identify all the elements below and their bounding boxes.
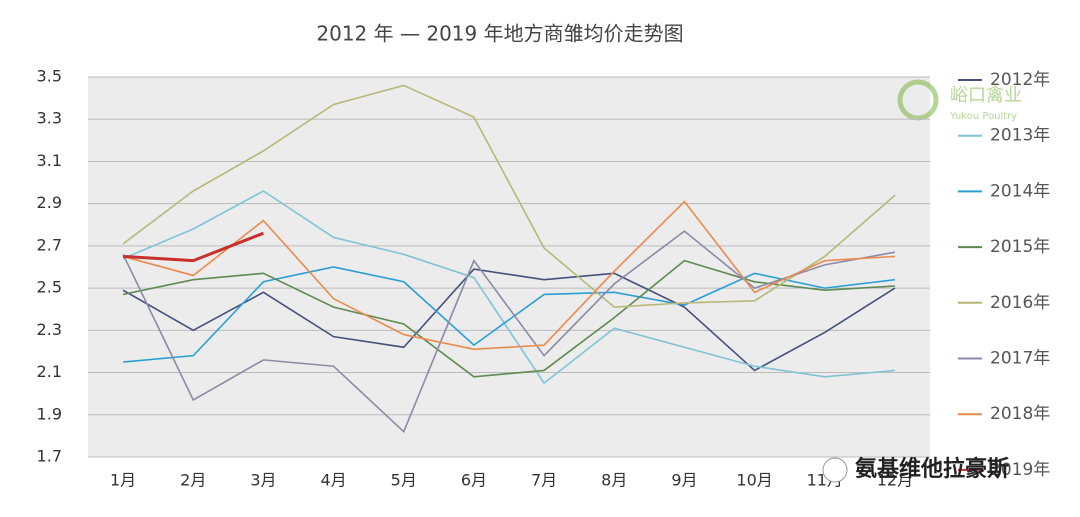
x-tick-label: 9月 [671,471,697,490]
logo-subtitle: Yukou Poultry [949,111,1017,122]
series-line [122,230,896,434]
x-tick-label: 6月 [461,471,487,490]
watermark-icon [822,457,848,483]
series-line [122,200,895,351]
legend-label: 2014年 [990,181,1050,201]
chart-title: 2012 年 — 2019 年地方商雏均价走势图 [316,22,683,46]
logo: 峪口禽业 Yukou Poultry [897,79,1022,122]
legend-label: 2012年 [990,70,1050,90]
y-tick-label: 2.1 [37,362,62,381]
legend-label: 2013年 [990,126,1050,146]
y-tick-label: 1.7 [37,447,62,466]
watermark: 氨基维他拉豪斯 [855,456,1009,482]
y-tick-label: 2.7 [37,235,62,254]
x-tick-label: 2月 [180,471,206,490]
x-tick-label: 12月 [877,471,913,490]
y-tick-label: 2.5 [37,278,62,297]
x-tick-label: 8月 [601,471,627,490]
y-tick-label: 1.9 [37,404,62,423]
legend-label: 2015年 [990,237,1050,257]
legend-label: 2016年 [990,293,1050,313]
legend-label: 2019年 [990,460,1050,480]
series-line [122,84,896,308]
y-tick-label: 3.3 [37,109,62,128]
series-line [122,190,895,385]
series-line [123,266,896,363]
x-tick-label: 4月 [320,471,346,490]
plot-area [88,77,930,457]
series-line [122,231,264,263]
series-line [122,259,895,378]
y-tick-label: 3.5 [37,67,62,86]
series-line [122,268,896,372]
plot: 1.7 1.9 2.1 2.3 2.5 2.7 2.9 3.1 3.3 3.5 1月 2月 3月 4月 5月… [37,67,1051,490]
logo-name: 峪口禽业 [950,85,1022,106]
y-tick-label: 2.3 [37,320,62,339]
x-tick-label: 10月 [736,471,772,490]
x-tick-label: 3月 [250,471,276,490]
legend-label: 2018年 [990,404,1050,424]
x-tick-label: 7月 [531,471,557,490]
x-tick-label: 1月 [110,471,136,490]
logo-icon [897,79,939,121]
y-tick-label: 3.1 [37,151,62,170]
x-tick-label: 5月 [391,471,417,490]
legend-label: 2017年 [990,349,1050,369]
y-tick-label: 2.9 [37,193,62,212]
